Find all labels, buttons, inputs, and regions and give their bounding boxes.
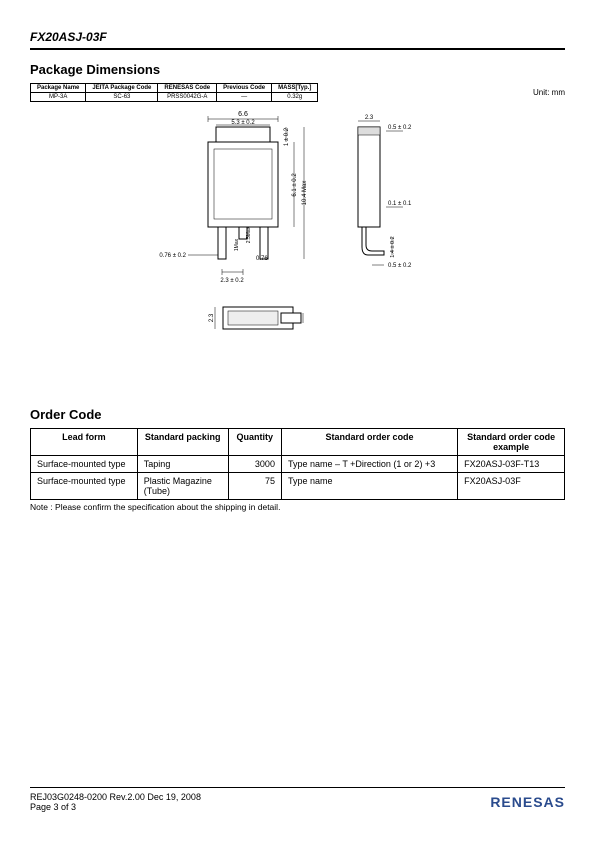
svg-text:1Max: 1Max (234, 238, 240, 251)
svg-text:5.3 ± 0.2: 5.3 ± 0.2 (231, 120, 255, 126)
package-diagram: 6.6 5.3 ± 0.2 1 ± 0.2 6.1 ± 0.2 10.4 Max… (30, 107, 565, 367)
renesas-logo: RENESAS (490, 794, 565, 810)
svg-text:2.3 ± 0.2: 2.3 ± 0.2 (220, 278, 244, 284)
svg-text:2.3: 2.3 (209, 313, 215, 322)
footer-doc-id: REJ03G0248-0200 Rev.2.00 Dec 19, 2008 (30, 792, 201, 802)
svg-text:1.4 ± 0.2: 1.4 ± 0.2 (390, 236, 396, 257)
svg-text:1 ± 0.2: 1 ± 0.2 (284, 127, 290, 146)
order-td: Type name – T +Direction (1 or 2) +3 (281, 456, 457, 473)
order-td: Surface-mounted type (31, 473, 138, 500)
order-td: Type name (281, 473, 457, 500)
svg-text:0.76: 0.76 (256, 256, 268, 262)
svg-text:10.4 Max: 10.4 Max (302, 181, 308, 206)
order-td: 75 (228, 473, 281, 500)
table-row: Surface-mounted type Plastic Magazine (T… (31, 473, 565, 500)
order-code-title: Order Code (30, 407, 565, 422)
order-td: FX20ASJ-03F (458, 473, 565, 500)
order-th: Standard packing (137, 429, 228, 456)
order-code-table: Lead form Standard packing Quantity Stan… (30, 428, 565, 500)
svg-text:2.3: 2.3 (364, 115, 373, 121)
svg-text:0.1 ± 0.1: 0.1 ± 0.1 (388, 201, 412, 207)
part-number-header: FX20ASJ-03F (30, 30, 565, 50)
order-td: 3000 (228, 456, 281, 473)
svg-text:6.6: 6.6 (238, 111, 248, 118)
svg-text:0.76 ± 0.2: 0.76 ± 0.2 (159, 253, 186, 259)
table-row: Surface-mounted type Taping 3000 Type na… (31, 456, 565, 473)
order-td: Surface-mounted type (31, 456, 138, 473)
table-row: Lead form Standard packing Quantity Stan… (31, 429, 565, 456)
page-footer: REJ03G0248-0200 Rev.2.00 Dec 19, 2008 Pa… (30, 787, 565, 812)
svg-text:0.5 ± 0.2: 0.5 ± 0.2 (388, 125, 412, 131)
svg-text:2.5Max: 2.5Max (246, 226, 252, 243)
order-code-note: Note : Please confirm the specification … (30, 502, 565, 512)
order-th: Standard order code (281, 429, 457, 456)
order-th: Quantity (228, 429, 281, 456)
order-td: Plastic Magazine (Tube) (137, 473, 228, 500)
order-th: Lead form (31, 429, 138, 456)
order-td: Taping (137, 456, 228, 473)
svg-text:6.1 ± 0.2: 6.1 ± 0.2 (292, 173, 298, 197)
order-td: FX20ASJ-03F-T13 (458, 456, 565, 473)
svg-text:0.5 ± 0.2: 0.5 ± 0.2 (388, 263, 412, 269)
order-th: Standard order code example (458, 429, 565, 456)
footer-page-number: Page 3 of 3 (30, 802, 201, 812)
package-dimensions-title: Package Dimensions (30, 62, 565, 77)
